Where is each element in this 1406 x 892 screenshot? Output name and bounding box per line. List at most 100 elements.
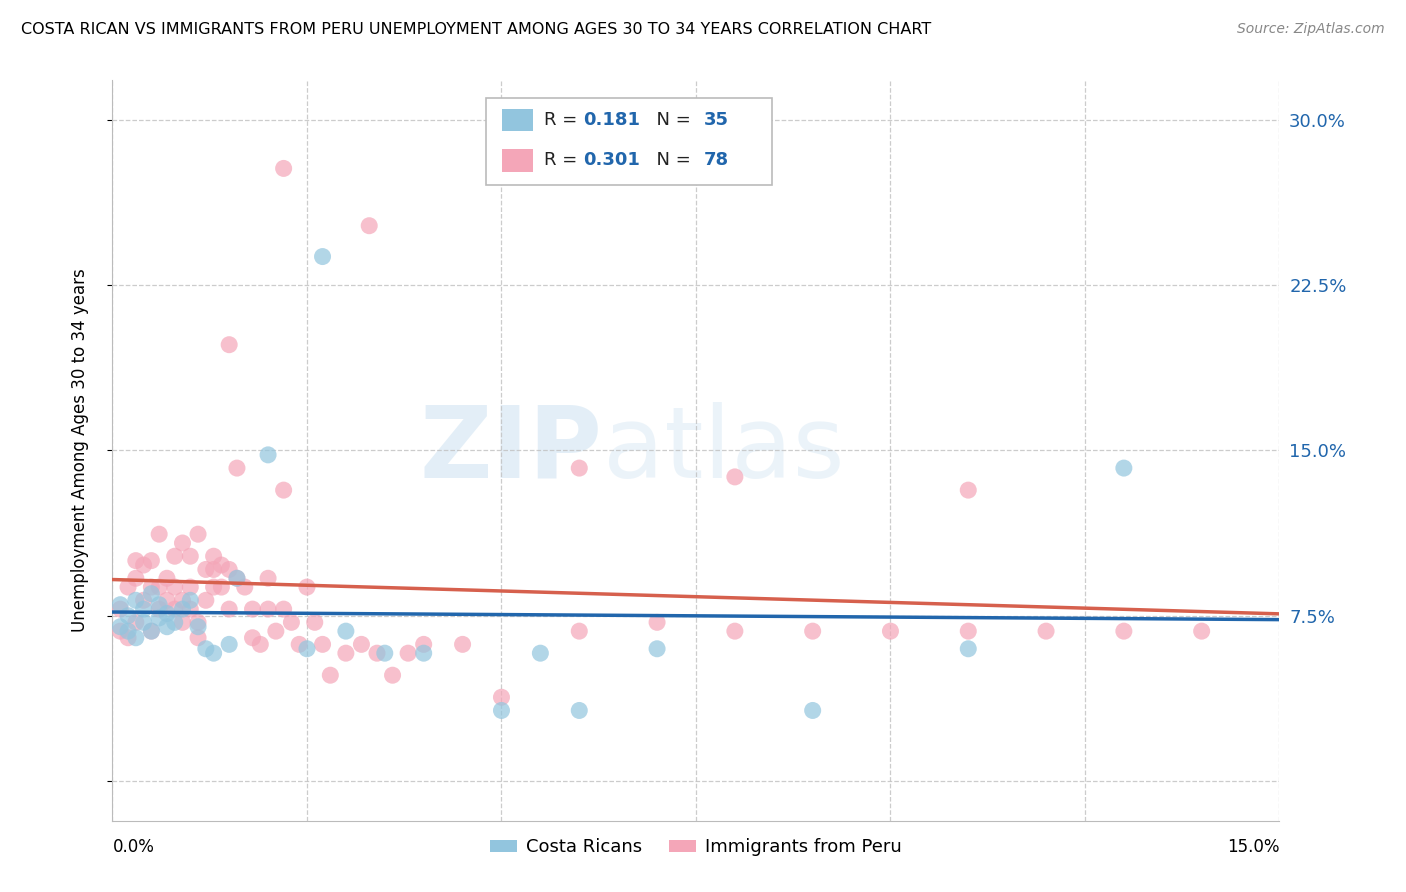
Text: R =: R = — [544, 112, 583, 129]
Point — [141, 587, 163, 601]
Text: COSTA RICAN VS IMMIGRANTS FROM PERU UNEMPLOYMENT AMONG AGES 30 TO 34 YEARS CORRE: COSTA RICAN VS IMMIGRANTS FROM PERU UNEM… — [21, 22, 931, 37]
Point — [132, 602, 155, 616]
Point — [568, 703, 591, 717]
Legend: Costa Ricans, Immigrants from Peru: Costa Ricans, Immigrants from Peru — [482, 831, 910, 863]
Point — [801, 703, 824, 717]
Point — [179, 549, 201, 564]
Point — [645, 615, 668, 630]
Point — [724, 624, 747, 639]
Point — [117, 608, 139, 623]
Point — [148, 602, 170, 616]
Point — [957, 483, 980, 497]
Point — [1112, 624, 1135, 639]
Point — [226, 461, 249, 475]
Point — [273, 483, 295, 497]
Point — [141, 624, 163, 639]
Point — [110, 602, 132, 616]
Point — [335, 624, 357, 639]
Point — [451, 637, 474, 651]
Point — [280, 615, 302, 630]
Text: ZIP: ZIP — [420, 402, 603, 499]
Point — [179, 593, 201, 607]
Point — [156, 607, 179, 621]
Point — [132, 558, 155, 572]
Point — [156, 620, 179, 634]
Point — [110, 598, 132, 612]
Point — [319, 668, 342, 682]
Point — [156, 571, 179, 585]
Point — [226, 571, 249, 585]
Text: 0.181: 0.181 — [582, 112, 640, 129]
Point — [187, 620, 209, 634]
Point — [335, 646, 357, 660]
Point — [202, 580, 225, 594]
Point — [117, 580, 139, 594]
Point — [125, 554, 148, 568]
Point — [125, 615, 148, 630]
Point — [568, 624, 591, 639]
Point — [172, 536, 194, 550]
Point — [568, 461, 591, 475]
Point — [209, 558, 232, 572]
Point — [125, 631, 148, 645]
Point — [141, 580, 163, 594]
Point — [148, 527, 170, 541]
Point — [311, 637, 333, 651]
Point — [879, 624, 901, 639]
Point — [194, 562, 217, 576]
Point — [226, 571, 249, 585]
Point — [132, 615, 155, 630]
Point — [202, 646, 225, 660]
Point — [1191, 624, 1213, 639]
Text: 0.301: 0.301 — [582, 152, 640, 169]
Point — [187, 631, 209, 645]
Point — [1035, 624, 1057, 639]
Point — [491, 703, 513, 717]
Text: Source: ZipAtlas.com: Source: ZipAtlas.com — [1237, 22, 1385, 37]
Bar — [502, 109, 533, 131]
Point — [141, 624, 163, 639]
Point — [179, 580, 201, 594]
Point — [218, 602, 240, 616]
Point — [218, 637, 240, 651]
Point — [412, 637, 434, 651]
Point — [132, 593, 155, 607]
Point — [529, 646, 551, 660]
Bar — [502, 149, 533, 171]
Point — [110, 620, 132, 634]
Point — [366, 646, 388, 660]
Point — [242, 631, 264, 645]
Point — [724, 470, 747, 484]
Point — [156, 593, 179, 607]
Point — [645, 641, 668, 656]
Point — [110, 624, 132, 639]
Point — [801, 624, 824, 639]
Point — [172, 615, 194, 630]
Text: 0.0%: 0.0% — [112, 838, 155, 856]
Point — [218, 562, 240, 576]
Point — [412, 646, 434, 660]
Point — [359, 219, 381, 233]
Point — [1112, 461, 1135, 475]
FancyBboxPatch shape — [486, 98, 772, 186]
Text: atlas: atlas — [603, 402, 844, 499]
Point — [264, 624, 287, 639]
Point — [273, 161, 295, 176]
Point — [202, 562, 225, 576]
Point — [179, 602, 201, 616]
Text: 78: 78 — [704, 152, 730, 169]
Text: 15.0%: 15.0% — [1227, 838, 1279, 856]
Point — [163, 549, 186, 564]
Point — [194, 593, 217, 607]
Point — [304, 615, 326, 630]
Point — [141, 554, 163, 568]
Point — [202, 549, 225, 564]
Point — [491, 690, 513, 705]
Point — [311, 250, 333, 264]
Point — [233, 580, 256, 594]
Point — [187, 615, 209, 630]
Point — [117, 624, 139, 639]
Point — [957, 641, 980, 656]
Point — [117, 631, 139, 645]
Point — [257, 448, 280, 462]
